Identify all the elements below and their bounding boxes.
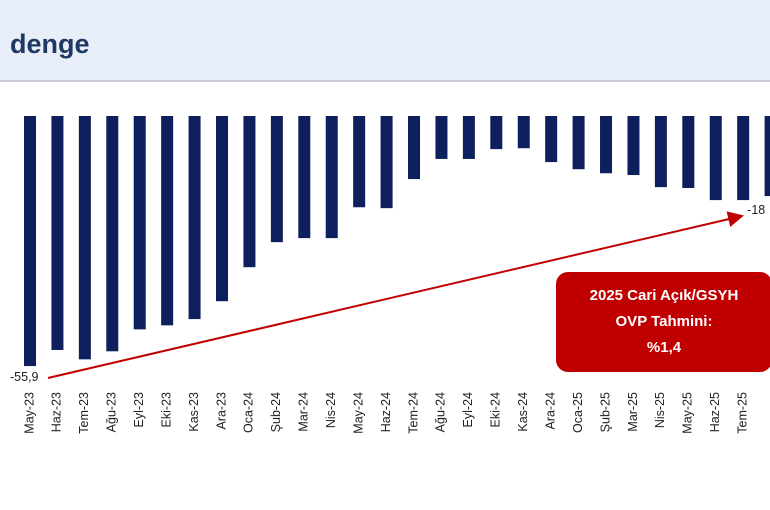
- annotation-box: [556, 272, 770, 372]
- x-tick-label: Oca-25: [571, 392, 585, 433]
- x-tick-label: Eki-23: [159, 392, 173, 427]
- x-tick-label: Nis-24: [324, 392, 338, 428]
- bar: [764, 116, 770, 197]
- x-tick-label: Tem-25: [735, 392, 749, 434]
- trend-arrow: [47, 211, 744, 379]
- x-tick-label: Tem-23: [77, 392, 91, 434]
- bar: [517, 116, 530, 149]
- bar: [24, 116, 36, 367]
- bar: [243, 116, 256, 268]
- header-title: denge: [10, 29, 90, 59]
- x-tick-label: Şub-25: [598, 392, 612, 432]
- x-tick-label: Ara-23: [214, 392, 228, 430]
- bar: [161, 116, 174, 326]
- value-label: -55,9: [10, 370, 39, 384]
- bar: [380, 116, 393, 209]
- bar: [51, 116, 64, 350]
- x-tick-label: Tem-24: [406, 392, 420, 434]
- x-tick-label: Eki-24: [489, 392, 503, 427]
- x-tick-label: Kas-24: [516, 392, 530, 432]
- x-tick-label: May-24: [351, 392, 365, 434]
- bar: [106, 116, 119, 352]
- x-tick-label: Ağu-24: [434, 392, 448, 432]
- bar: [654, 116, 667, 188]
- bar: [490, 116, 503, 150]
- x-tick-label: Haz-25: [708, 392, 722, 432]
- bar: [133, 116, 146, 330]
- x-tick-label: Ara-24: [543, 392, 557, 430]
- x-tick-label: May-23: [22, 392, 36, 434]
- bar: [408, 116, 421, 180]
- x-tick-label: Mar-25: [626, 392, 640, 432]
- annotation-text: %1,4: [647, 339, 682, 356]
- annotation-text: 2025 Cari Açık/GSYH: [590, 287, 739, 304]
- x-tick-label: Kas-23: [187, 392, 201, 432]
- x-tick-label: Ağu-23: [105, 392, 119, 432]
- bar: [462, 116, 475, 159]
- bar: [709, 116, 722, 201]
- x-tick-label: Nis-25: [653, 392, 667, 428]
- x-tick-label: Eyl-23: [132, 392, 146, 427]
- bar: [188, 116, 201, 320]
- bar: [298, 116, 311, 239]
- x-tick-label: Haz-24: [379, 392, 393, 432]
- x-tick-label: Eyl-24: [461, 392, 475, 427]
- bar: [435, 116, 448, 159]
- x-tick-label: Mar-24: [297, 392, 311, 432]
- x-tick-label: Şub-24: [269, 392, 283, 432]
- bar: [600, 116, 613, 174]
- bar: [572, 116, 585, 170]
- bar: [270, 116, 283, 243]
- bar: [353, 116, 366, 208]
- header-band: [0, 0, 770, 80]
- bar: [545, 116, 558, 163]
- bar: [627, 116, 640, 176]
- bar: [216, 116, 229, 302]
- x-tick-label: May-25: [681, 392, 695, 434]
- annotation-text: OVP Tahmini:: [616, 313, 713, 330]
- bar: [325, 116, 338, 239]
- bar: [682, 116, 695, 189]
- bar: [78, 116, 91, 360]
- x-tick-label: Oca-24: [242, 392, 256, 433]
- value-label: -18: [747, 203, 765, 217]
- x-tick-label: Haz-23: [50, 392, 64, 432]
- bar: [737, 116, 750, 201]
